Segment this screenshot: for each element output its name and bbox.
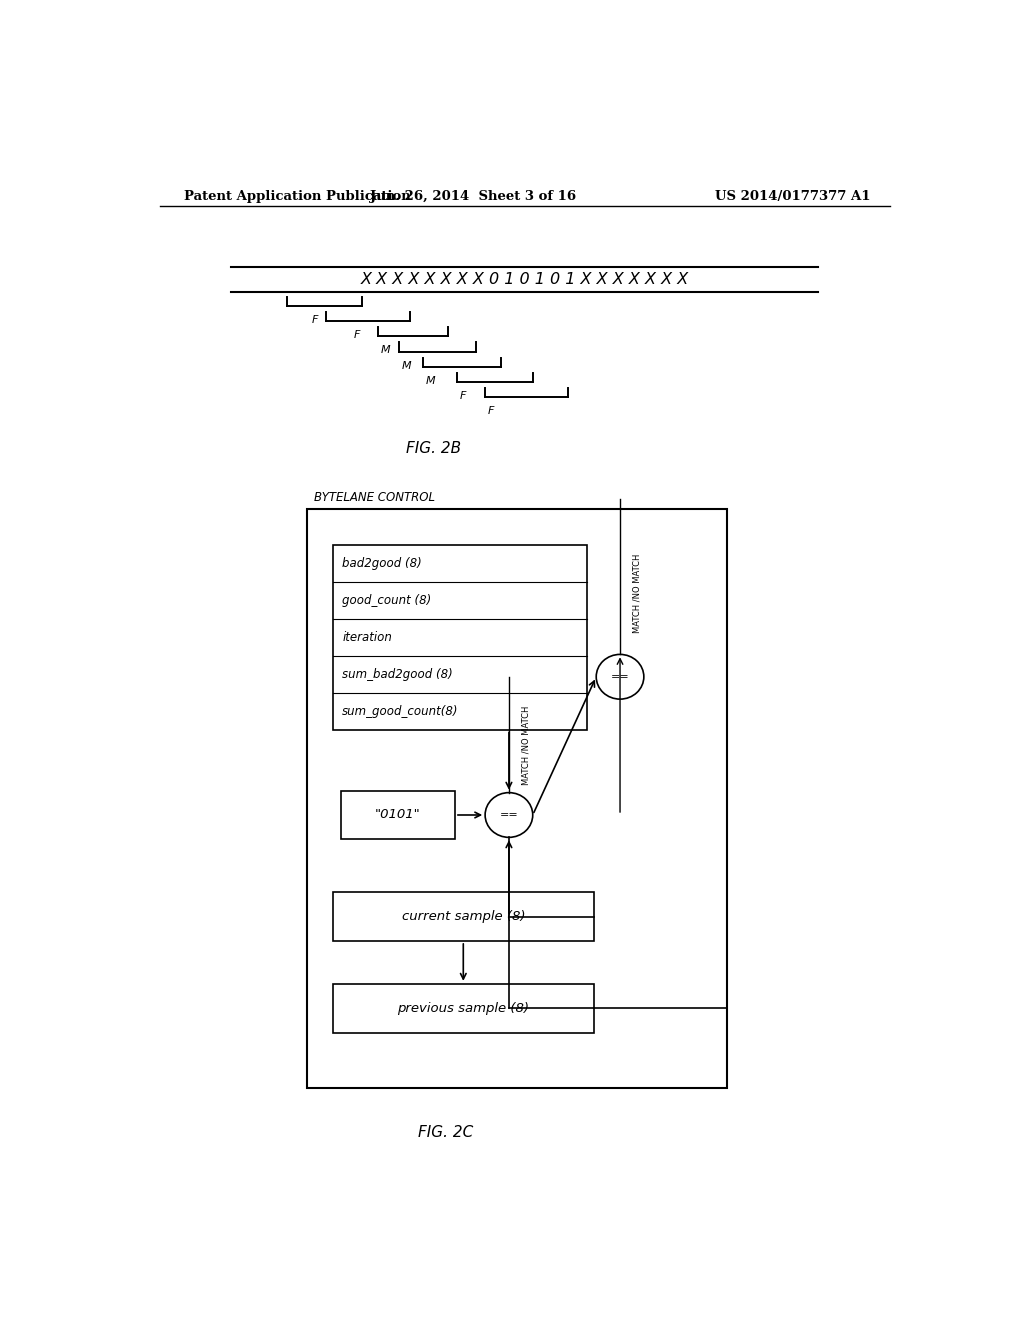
Text: iteration: iteration bbox=[342, 631, 392, 644]
Text: BYTELANE CONTROL: BYTELANE CONTROL bbox=[314, 491, 435, 504]
Ellipse shape bbox=[596, 655, 644, 700]
Text: M: M bbox=[401, 360, 412, 371]
Bar bbox=[333, 983, 594, 1032]
Text: MATCH /NO MATCH: MATCH /NO MATCH bbox=[521, 705, 530, 784]
Bar bbox=[333, 892, 594, 941]
Text: F: F bbox=[487, 407, 494, 416]
Ellipse shape bbox=[485, 792, 532, 837]
Text: sum_bad2good (8): sum_bad2good (8) bbox=[342, 668, 453, 681]
Text: ==: == bbox=[500, 810, 518, 820]
Text: current sample (8): current sample (8) bbox=[401, 909, 525, 923]
Text: Patent Application Publication: Patent Application Publication bbox=[183, 190, 411, 202]
Text: previous sample (8): previous sample (8) bbox=[397, 1002, 529, 1015]
Text: F: F bbox=[312, 315, 318, 325]
Bar bbox=[341, 791, 455, 840]
Text: F: F bbox=[460, 391, 466, 401]
Bar bbox=[306, 510, 727, 1089]
Text: sum_good_count(8): sum_good_count(8) bbox=[342, 705, 459, 718]
Text: MATCH /NO MATCH: MATCH /NO MATCH bbox=[633, 553, 642, 632]
Text: bad2good (8): bad2good (8) bbox=[342, 557, 422, 570]
Bar bbox=[333, 545, 587, 730]
Text: "0101": "0101" bbox=[375, 808, 421, 821]
Text: ==: == bbox=[610, 672, 630, 681]
Text: FIG. 2C: FIG. 2C bbox=[418, 1125, 473, 1139]
Text: Jun. 26, 2014  Sheet 3 of 16: Jun. 26, 2014 Sheet 3 of 16 bbox=[370, 190, 577, 202]
Text: US 2014/0177377 A1: US 2014/0177377 A1 bbox=[715, 190, 870, 202]
Text: X X X X X X X X 0 1 0 1 0 1 X X X X X X X: X X X X X X X X 0 1 0 1 0 1 X X X X X X … bbox=[360, 272, 689, 286]
Text: F: F bbox=[354, 330, 360, 341]
Text: M: M bbox=[380, 346, 390, 355]
Text: M: M bbox=[426, 376, 435, 385]
Text: FIG. 2B: FIG. 2B bbox=[406, 441, 461, 455]
Text: good_count (8): good_count (8) bbox=[342, 594, 431, 607]
